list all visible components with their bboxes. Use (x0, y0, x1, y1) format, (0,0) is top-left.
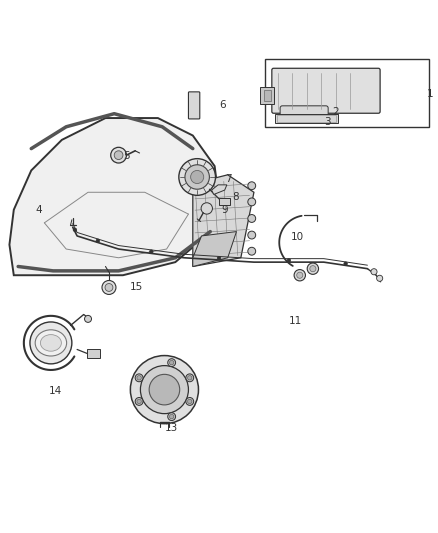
Circle shape (307, 263, 318, 274)
Circle shape (114, 151, 123, 159)
Circle shape (248, 247, 256, 255)
Bar (219, 198, 230, 205)
Circle shape (96, 239, 99, 243)
FancyBboxPatch shape (280, 106, 328, 118)
Text: 13: 13 (164, 423, 177, 433)
Circle shape (141, 366, 188, 414)
Circle shape (131, 356, 198, 424)
FancyBboxPatch shape (272, 68, 380, 113)
Bar (264, 90, 271, 101)
Circle shape (344, 262, 347, 265)
Circle shape (179, 159, 215, 195)
Text: 9: 9 (221, 205, 228, 215)
Text: 11: 11 (289, 316, 302, 326)
Circle shape (287, 259, 290, 262)
Circle shape (137, 399, 141, 403)
Circle shape (248, 215, 256, 222)
Circle shape (105, 284, 113, 292)
Text: 4: 4 (35, 205, 42, 215)
Circle shape (168, 359, 176, 367)
Polygon shape (193, 175, 254, 266)
Polygon shape (193, 231, 237, 266)
Circle shape (149, 374, 180, 405)
Circle shape (248, 198, 256, 206)
Circle shape (30, 322, 72, 364)
Circle shape (187, 399, 192, 403)
Bar (275, 114, 338, 123)
Circle shape (187, 376, 192, 380)
Circle shape (297, 272, 303, 278)
Text: 5: 5 (123, 151, 130, 161)
Circle shape (168, 413, 176, 421)
Polygon shape (10, 118, 219, 275)
Circle shape (170, 360, 174, 365)
Circle shape (170, 415, 174, 419)
Text: 14: 14 (49, 386, 62, 396)
Text: 3: 3 (324, 117, 330, 127)
Circle shape (137, 376, 141, 380)
Circle shape (102, 280, 116, 294)
Text: 7: 7 (226, 174, 232, 184)
Circle shape (310, 265, 316, 272)
Circle shape (201, 203, 212, 214)
Circle shape (186, 374, 194, 382)
Circle shape (191, 171, 204, 183)
Circle shape (150, 250, 153, 253)
Ellipse shape (35, 330, 67, 356)
Circle shape (371, 269, 377, 275)
Circle shape (248, 182, 256, 190)
Circle shape (185, 165, 209, 189)
Text: 6: 6 (219, 100, 226, 110)
Ellipse shape (40, 335, 61, 351)
Bar (265, 59, 428, 127)
Circle shape (294, 270, 305, 281)
Circle shape (135, 374, 143, 382)
Circle shape (248, 231, 256, 239)
Circle shape (73, 228, 77, 231)
Circle shape (135, 398, 143, 406)
Bar (261, 87, 275, 103)
Text: 8: 8 (232, 192, 239, 201)
Circle shape (111, 147, 127, 163)
Text: 10: 10 (291, 232, 304, 242)
Circle shape (186, 398, 194, 406)
FancyBboxPatch shape (188, 92, 200, 119)
Circle shape (377, 275, 383, 281)
Text: 2: 2 (332, 107, 339, 117)
Polygon shape (212, 185, 227, 195)
Bar (277, 115, 336, 122)
Circle shape (85, 316, 92, 322)
Circle shape (217, 256, 221, 260)
Bar (87, 349, 100, 358)
Text: 1: 1 (426, 89, 433, 99)
Text: 15: 15 (130, 282, 143, 293)
